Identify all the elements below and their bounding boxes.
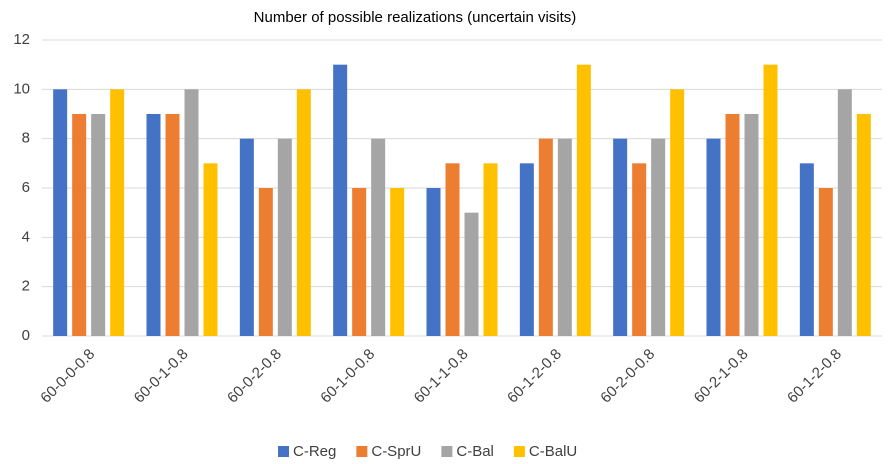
bar — [538, 138, 553, 336]
y-tick-label: 10 — [13, 80, 30, 97]
legend-label: C-SprU — [371, 443, 421, 460]
bar — [670, 89, 685, 336]
bar — [390, 188, 405, 336]
y-tick-label: 12 — [13, 31, 30, 48]
bar — [613, 138, 628, 336]
x-tick-label: 60-1-2-0.8 — [504, 346, 565, 407]
legend-swatch — [278, 446, 289, 457]
x-tick-label: 60-1-0-0.8 — [317, 346, 378, 407]
bar — [371, 138, 386, 336]
bar — [203, 163, 218, 336]
y-tick-label: 0 — [22, 327, 30, 344]
bar — [519, 163, 534, 336]
legend-swatch — [441, 446, 453, 457]
bar — [426, 188, 441, 336]
bar — [72, 114, 87, 336]
bar — [856, 114, 871, 336]
bar — [763, 64, 778, 337]
bar — [651, 138, 666, 336]
bar — [146, 114, 161, 336]
y-tick-label: 8 — [22, 130, 30, 147]
legend-label: C-BalU — [529, 443, 577, 460]
bar — [333, 64, 348, 337]
bar — [799, 163, 814, 336]
bar — [91, 114, 106, 336]
bar — [352, 188, 367, 336]
bar — [576, 64, 591, 337]
bar — [464, 212, 479, 336]
bar — [483, 163, 498, 336]
x-tick-label: 60-2-0-0.8 — [597, 346, 658, 407]
bar — [632, 163, 647, 336]
bar — [110, 89, 125, 336]
bar — [557, 138, 572, 336]
chart-title: Number of possible realizations (uncerta… — [254, 9, 577, 26]
legend-swatch — [356, 446, 368, 457]
bar — [744, 114, 759, 336]
legend-label: C-Reg — [293, 443, 336, 460]
bar — [258, 188, 273, 336]
bar — [296, 89, 311, 336]
bar — [837, 89, 852, 336]
bar — [184, 89, 199, 336]
bar — [277, 138, 292, 336]
x-tick-label: 60-0-1-0.8 — [131, 346, 192, 407]
y-tick-label: 2 — [22, 278, 30, 295]
x-tick-label: 60-0-0-0.8 — [37, 346, 98, 407]
bar — [165, 114, 180, 336]
bar — [53, 89, 68, 336]
x-tick-label: 60-1-1-0.8 — [411, 346, 472, 407]
bar — [725, 114, 740, 336]
bar — [239, 138, 254, 336]
bar — [706, 138, 721, 336]
x-tick-label: 60-0-2-0.8 — [224, 346, 285, 407]
x-tick-label: 60-1-2-0.8 — [784, 346, 845, 407]
bar — [445, 163, 460, 336]
y-tick-label: 6 — [22, 179, 30, 196]
x-tick-label: 60-2-1-0.8 — [691, 346, 752, 407]
legend-label: C-Bal — [456, 443, 494, 460]
legend-swatch — [513, 446, 525, 457]
bar — [818, 188, 833, 336]
y-tick-label: 4 — [22, 228, 30, 245]
